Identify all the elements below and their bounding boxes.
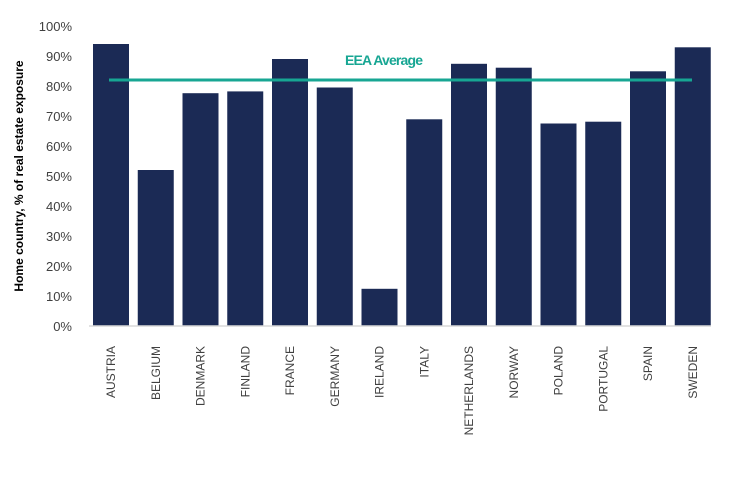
y-axis-label: Home country, % of real estate exposure xyxy=(12,60,26,292)
y-tick-label: 90% xyxy=(46,49,72,64)
y-tick-label: 60% xyxy=(46,139,72,154)
y-tick-label: 80% xyxy=(46,79,72,94)
bar-austria xyxy=(93,44,129,326)
x-tick-label: BELGIUM xyxy=(149,346,163,400)
bar-germany xyxy=(316,87,353,326)
bar-spain xyxy=(630,71,666,326)
x-tick-label: GERMANY xyxy=(328,346,342,407)
x-tick-label: FINLAND xyxy=(238,346,252,398)
bar-netherlands xyxy=(451,63,487,327)
y-tick-label: 30% xyxy=(46,229,72,244)
x-tick-label: POLAND xyxy=(552,346,566,396)
y-tick-label: 50% xyxy=(46,169,72,184)
x-tick-label: IRELAND xyxy=(373,346,387,398)
x-tick-label: PORTUGAL xyxy=(596,346,610,412)
bar-poland xyxy=(540,123,577,326)
y-tick-label: 0% xyxy=(53,319,72,334)
x-tick-label: FRANCE xyxy=(283,346,297,395)
y-tick-label: 70% xyxy=(46,109,72,124)
y-tick-label: 100% xyxy=(39,19,73,34)
y-tick-label: 40% xyxy=(46,199,72,214)
bar-finland xyxy=(227,91,264,327)
y-tick-label: 10% xyxy=(46,289,72,304)
x-tick-label: SWEDEN xyxy=(686,346,700,399)
bar-portugal xyxy=(585,121,622,326)
bar-denmark xyxy=(182,93,219,326)
bar-italy xyxy=(406,119,443,326)
bar-sweden xyxy=(674,47,711,327)
x-tick-label: ITALY xyxy=(417,346,431,378)
bar-ireland xyxy=(361,288,398,326)
x-tick-label: SPAIN xyxy=(641,346,655,381)
eea-average-label: EEA Average xyxy=(345,52,423,68)
bar-france xyxy=(272,59,308,326)
bar-norway xyxy=(495,67,532,326)
bar-belgium xyxy=(137,170,174,326)
x-tick-label: DENMARK xyxy=(194,346,208,406)
x-tick-label: AUSTRIA xyxy=(104,346,118,398)
y-tick-label: 20% xyxy=(46,259,72,274)
x-tick-label: NORWAY xyxy=(507,346,521,398)
x-tick-label: NETHERLANDS xyxy=(462,346,476,435)
